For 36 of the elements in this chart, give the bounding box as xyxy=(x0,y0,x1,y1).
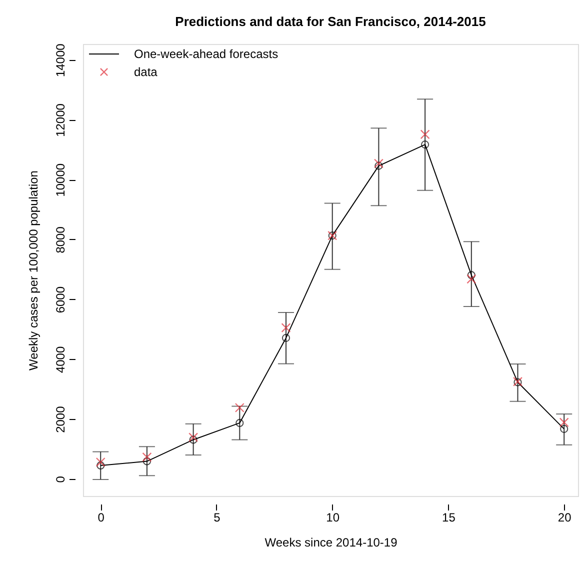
point xyxy=(282,334,290,342)
point xyxy=(467,271,476,280)
point xyxy=(420,130,430,140)
legend-label: data xyxy=(134,65,158,79)
legend-label: One-week-ahead forecasts xyxy=(134,47,278,61)
point xyxy=(466,274,476,284)
point xyxy=(234,402,244,412)
point xyxy=(560,424,568,433)
x-tick-label: 5 xyxy=(214,510,221,524)
point xyxy=(374,158,384,168)
y-tick-label: 8000 xyxy=(54,226,68,254)
y-tick-label: 12000 xyxy=(54,103,68,137)
x-axis-title: Weeks since 2014-10-19 xyxy=(264,536,398,550)
y-tick-label: 0 xyxy=(54,476,68,483)
x-tick-label: 10 xyxy=(326,510,340,524)
point xyxy=(421,140,430,149)
point xyxy=(281,322,291,333)
y-tick-label: 2000 xyxy=(54,406,68,433)
point xyxy=(142,452,152,462)
point xyxy=(236,418,244,427)
point xyxy=(142,457,151,466)
point xyxy=(374,162,383,170)
point xyxy=(96,457,106,467)
y-tick-label: 10000 xyxy=(54,163,68,197)
y-axis-title: Weekly cases per 100,000 population xyxy=(26,170,40,370)
chart-title: Predictions and data for San Francisco, 2014-2015 xyxy=(175,14,486,30)
y-tick-label: 4000 xyxy=(54,346,68,374)
y-tick-label: 14000 xyxy=(54,43,68,78)
x-tick-label: 0 xyxy=(98,510,105,524)
y-tick-label: 6000 xyxy=(54,286,68,314)
point xyxy=(188,432,198,442)
point xyxy=(96,461,105,470)
x-tick-label: 20 xyxy=(558,510,572,524)
x-tick-label: 15 xyxy=(442,510,456,524)
point xyxy=(559,418,569,428)
point xyxy=(189,436,198,444)
